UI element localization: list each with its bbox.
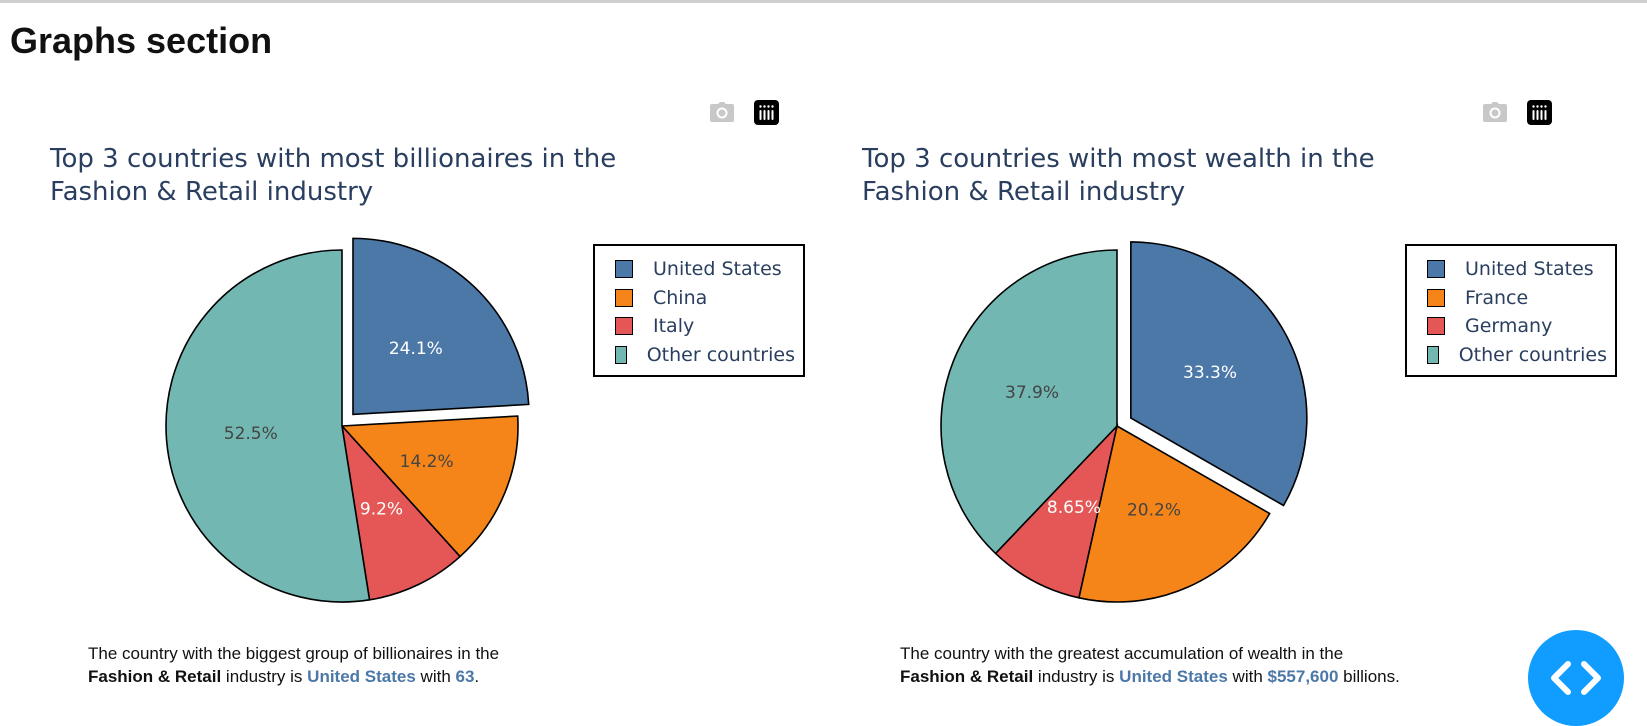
legend-swatch (615, 288, 633, 307)
slice-percent-label: 24.1% (389, 339, 443, 359)
legend-item-other-countries[interactable]: Other countries (1427, 341, 1607, 370)
pie-slice-other-countries[interactable] (940, 249, 1118, 555)
chart-title-line-2: Fashion & Retail industry (50, 177, 374, 207)
chart-title: Top 3 countries with most billionaires i… (50, 143, 670, 209)
caption-value: $557,600 (1267, 667, 1339, 686)
legend-swatch (615, 345, 627, 364)
code-toggle-button[interactable] (1528, 630, 1624, 726)
code-brackets-icon (1551, 661, 1601, 695)
legend-item-germany[interactable]: Germany (1427, 312, 1607, 341)
chart-title-line-1: Top 3 countries with most billionaires i… (50, 144, 617, 174)
caption-mid: industry is (221, 667, 308, 686)
chart-caption: The country with the biggest group of bi… (88, 642, 788, 688)
slice-percent-label: 33.3% (1183, 363, 1237, 383)
chart-panel-billionaires: Top 3 countries with most billionaires i… (0, 90, 812, 686)
caption-country: United States (307, 667, 416, 686)
page-title: Graphs section (10, 20, 273, 61)
legend-item-united-states[interactable]: United States (1427, 255, 1607, 284)
legend-label: Other countries (646, 343, 795, 366)
caption-line-1: The country with the biggest group of bi… (88, 644, 500, 663)
legend-swatch (1427, 260, 1445, 279)
legend-item-italy[interactable]: Italy (615, 312, 795, 341)
pie-slice-united-states[interactable] (1130, 241, 1308, 507)
modebar (708, 98, 780, 126)
legend-swatch (615, 260, 633, 279)
legend-swatch (1427, 288, 1445, 307)
pie-slice-china[interactable] (340, 415, 519, 558)
caption-country: United States (1119, 667, 1228, 686)
caption-with: with (415, 667, 456, 686)
legend-label: United States (1465, 258, 1594, 281)
chart-caption: The country with the greatest accumulati… (900, 642, 1600, 688)
chart-panel-wealth: Top 3 countries with most wealth in the … (812, 90, 1624, 686)
slice-percent-label: 9.2% (360, 500, 403, 520)
legend-label: United States (653, 258, 782, 281)
pie-slice-united-states[interactable] (352, 237, 530, 416)
legend-label: Other countries (1458, 343, 1607, 366)
legend: United States France Germany Other count… (1405, 244, 1617, 377)
caption-mid: industry is (1033, 667, 1120, 686)
legend-swatch (615, 317, 633, 336)
pie-chart[interactable]: 33.3% 20.2% 8.65% 37.9% (812, 90, 1624, 625)
legend-swatch (1427, 317, 1445, 336)
chart-title-line-1: Top 3 countries with most wealth in the (862, 144, 1375, 174)
legend-label: Italy (653, 315, 695, 338)
plotly-logo-icon[interactable] (752, 98, 780, 126)
modebar (1481, 98, 1553, 126)
caption-industry: Fashion & Retail (900, 667, 1034, 686)
pie-slice-germany[interactable] (994, 423, 1119, 599)
pie-slice-other-countries[interactable] (165, 249, 371, 603)
top-border (0, 0, 1647, 3)
camera-icon[interactable] (708, 98, 736, 126)
legend-swatch (1427, 345, 1439, 364)
caption-line-1: The country with the greatest accumulati… (900, 644, 1344, 663)
slice-percent-label: 20.2% (1127, 501, 1181, 521)
legend-item-china[interactable]: China (615, 284, 795, 313)
slice-percent-label: 8.65% (1047, 498, 1101, 518)
caption-end: . (474, 667, 480, 686)
plotly-logo-icon[interactable] (1525, 98, 1553, 126)
slice-percent-label: 52.5% (224, 424, 278, 444)
legend-label: France (1465, 286, 1529, 309)
chart-title-line-2: Fashion & Retail industry (862, 177, 1186, 207)
pie-chart[interactable]: 24.1% 14.2% 9.2% 52.5% (0, 90, 812, 625)
caption-end: billions. (1338, 667, 1400, 686)
caption-value: 63 (455, 667, 475, 686)
legend-item-united-states[interactable]: United States (615, 255, 795, 284)
chart-title: Top 3 countries with most wealth in the … (862, 143, 1482, 209)
camera-icon[interactable] (1481, 98, 1509, 126)
caption-industry: Fashion & Retail (88, 667, 222, 686)
caption-with: with (1227, 667, 1268, 686)
slice-percent-label: 14.2% (400, 452, 454, 472)
legend-label: Germany (1465, 315, 1553, 338)
pie-slice-france[interactable] (1077, 424, 1271, 603)
legend-item-other-countries[interactable]: Other countries (615, 341, 795, 370)
legend-label: China (653, 286, 708, 309)
legend-item-france[interactable]: France (1427, 284, 1607, 313)
legend: United States China Italy Other countrie… (593, 244, 805, 377)
pie-slice-italy[interactable] (340, 423, 462, 601)
slice-percent-label: 37.9% (1005, 383, 1059, 403)
